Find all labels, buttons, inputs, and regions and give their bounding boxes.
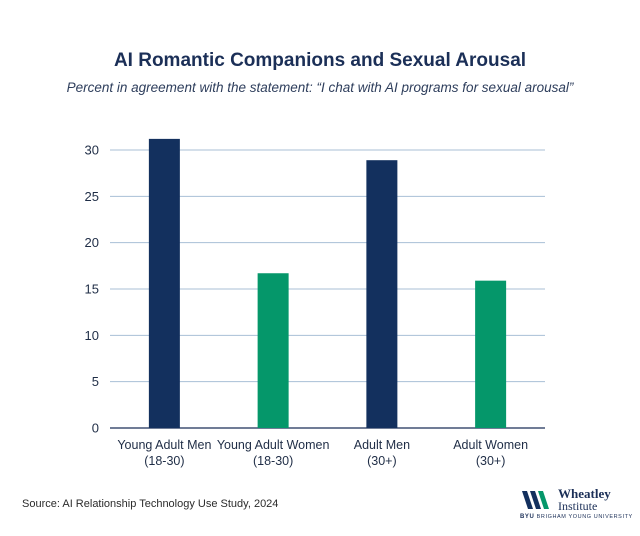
bar (257, 273, 289, 428)
y-tick-label: 15 (85, 282, 99, 297)
x-tick-label: Adult Women (453, 438, 528, 452)
logo-university-name: BRIGHAM YOUNG UNIVERSITY (536, 514, 633, 520)
x-tick-label: (18-30) (253, 454, 293, 468)
y-tick-label: 30 (85, 143, 99, 158)
source-note: Source: AI Relationship Technology Use S… (22, 498, 279, 510)
chart-subtitle: Percent in agreement with the statement:… (66, 80, 574, 95)
x-tick-label: Adult Men (354, 438, 410, 452)
x-tick-label: (30+) (476, 454, 506, 468)
bar (366, 160, 398, 428)
y-tick-label: 10 (85, 328, 99, 343)
logo-name-line2: Institute (558, 499, 598, 513)
logo-byu-prefix: BYU (520, 514, 535, 520)
bar-chart: 0 5 10 15 20 25 30 Young Adult Men (18-30) Young … (85, 138, 545, 468)
bar (148, 138, 180, 428)
y-tick-label: 5 (92, 374, 99, 389)
y-tick-label: 0 (92, 421, 99, 436)
x-tick-label: (30+) (367, 454, 397, 468)
wheatley-logo: Wheatley Institute BYU BRIGHAM YOUNG UNI… (520, 487, 632, 527)
x-tick-label: Young Adult Women (217, 438, 330, 452)
logo-name-line1: Wheatley (558, 486, 611, 501)
x-tick-label: Young Adult Men (117, 438, 211, 452)
x-tick-label: (18-30) (144, 454, 184, 468)
y-tick-label: 25 (85, 189, 99, 204)
bar (475, 280, 507, 428)
wheatley-mark-icon (522, 491, 549, 509)
chart-title: AI Romantic Companions and Sexual Arousa… (113, 50, 527, 71)
y-tick-label: 20 (85, 235, 99, 250)
logo-university: BYU BRIGHAM YOUNG UNIVERSITY (520, 514, 632, 520)
